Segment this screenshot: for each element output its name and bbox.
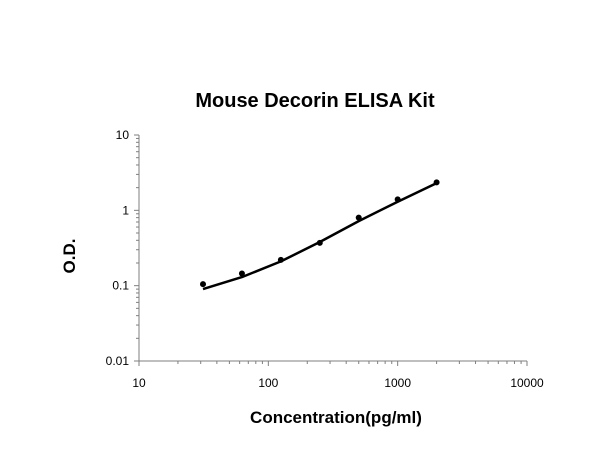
x-tick-label: 100 xyxy=(258,376,278,390)
y-axis-title: O.D. xyxy=(60,239,79,274)
x-tick-label: 10 xyxy=(132,376,146,390)
data-point xyxy=(277,256,284,263)
y-tick-label: 1 xyxy=(122,203,129,217)
fit-curve-line xyxy=(202,181,438,291)
x-tick-label: 1000 xyxy=(384,376,411,390)
y-tick-label: 0.1 xyxy=(112,279,129,293)
y-tick-label: 10 xyxy=(116,128,130,142)
data-point xyxy=(238,270,245,277)
plot-area: 0.01 0.1 1 10 10 100 1000 10000 xyxy=(106,128,544,390)
data-point xyxy=(200,281,207,288)
data-point xyxy=(316,239,323,246)
data-point xyxy=(394,196,401,203)
x-axis-title: Concentration(pg/ml) xyxy=(250,408,422,427)
chart-title: Mouse Decorin ELISA Kit xyxy=(195,90,435,112)
x-tick-label: 10000 xyxy=(510,376,544,390)
data-point xyxy=(433,179,440,186)
y-tick-label: 0.01 xyxy=(106,354,130,368)
data-point xyxy=(355,214,362,221)
